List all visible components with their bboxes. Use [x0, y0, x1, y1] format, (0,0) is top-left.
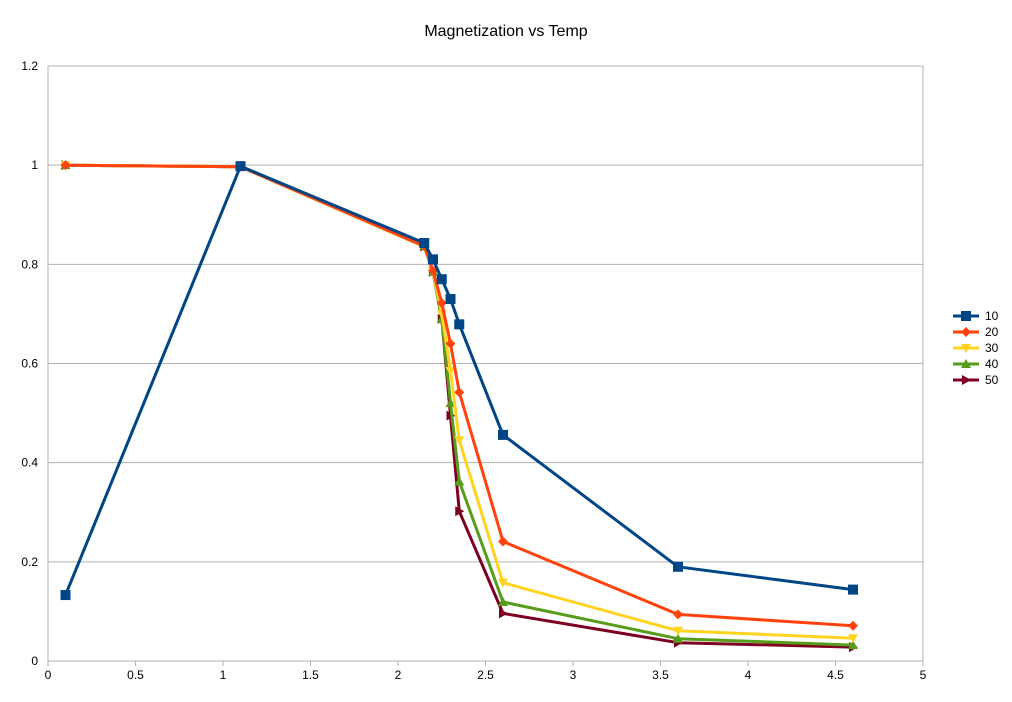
x-tick-label: 4: [745, 668, 752, 682]
legend-label: 30: [985, 341, 999, 355]
y-tick-label: 0.4: [21, 456, 38, 470]
data-point: [673, 626, 683, 636]
x-tick-label: 0: [45, 668, 52, 682]
data-point: [673, 633, 683, 643]
x-tick-label: 0.5: [127, 668, 144, 682]
series-line-20: [64, 163, 855, 628]
data-point: [60, 160, 71, 171]
series-layer: [60, 160, 858, 653]
legend-marker: [961, 311, 971, 321]
y-tick-label: 1.2: [21, 59, 38, 73]
data-point: [436, 298, 447, 309]
data-point: [445, 338, 456, 349]
data-point: [498, 429, 508, 440]
legend-label: 20: [985, 325, 999, 339]
legend-label: 50: [985, 373, 999, 387]
axis-layer: 0 0.2 0.4 0.6 0.8 1 1.2 0 0.5 1 1.5 2 2.5 3 3.5 4 4.5 5: [21, 59, 926, 682]
legend-marker: [961, 359, 971, 368]
chart-title: Magnetization vs Temp: [424, 23, 587, 40]
x-tick-label: 4.5: [827, 668, 844, 682]
x-tick-label: 5: [920, 668, 927, 682]
legend-marker: [961, 344, 971, 353]
data-point: [419, 238, 430, 249]
x-tick-label: 3.5: [652, 668, 669, 682]
data-point: [235, 161, 246, 172]
legend-item-30: 30: [953, 341, 999, 355]
data-point: [848, 584, 858, 595]
data-point: [454, 387, 465, 398]
data-point: [848, 620, 858, 631]
legend-marker: [961, 327, 971, 337]
data-point: [428, 254, 438, 265]
y-tick-label: 0.6: [21, 357, 38, 371]
y-tick-label: 0.8: [21, 257, 38, 271]
data-point: [498, 536, 508, 547]
legend-label: 10: [985, 309, 999, 323]
legend-label: 40: [985, 357, 999, 371]
data-point: [848, 640, 858, 650]
data-point: [673, 609, 683, 620]
x-tick-label: 1: [220, 668, 227, 682]
data-point: [454, 476, 465, 486]
data-point: [498, 578, 508, 588]
data-point: [445, 398, 456, 408]
data-point: [454, 319, 465, 330]
series-10: [60, 161, 858, 601]
data-point: [60, 590, 71, 601]
data-point: [498, 596, 508, 606]
data-point: [445, 294, 456, 305]
y-tick-label: 1: [31, 158, 38, 172]
legend-item-40: 40: [953, 357, 999, 371]
data-point: [673, 561, 683, 572]
data-point: [445, 366, 456, 376]
data-point: [454, 436, 465, 446]
x-tick-label: 2.5: [477, 668, 494, 682]
data-point: [455, 506, 465, 517]
x-tick-label: 3: [570, 668, 577, 682]
legend: 10 20 30 40 50: [953, 309, 999, 387]
legend-marker: [962, 375, 971, 385]
y-tick-label: 0.2: [21, 555, 38, 569]
data-point: [499, 608, 508, 619]
y-tick-label: 0: [31, 654, 38, 668]
series-line-10: [64, 164, 855, 597]
legend-item-20: 20: [953, 325, 999, 339]
legend-item-50: 50: [953, 373, 999, 387]
data-point: [436, 274, 447, 285]
data-point: [848, 634, 858, 644]
x-tick-label: 1.5: [302, 668, 319, 682]
legend-item-10: 10: [953, 309, 999, 323]
x-tick-label: 2: [395, 668, 402, 682]
